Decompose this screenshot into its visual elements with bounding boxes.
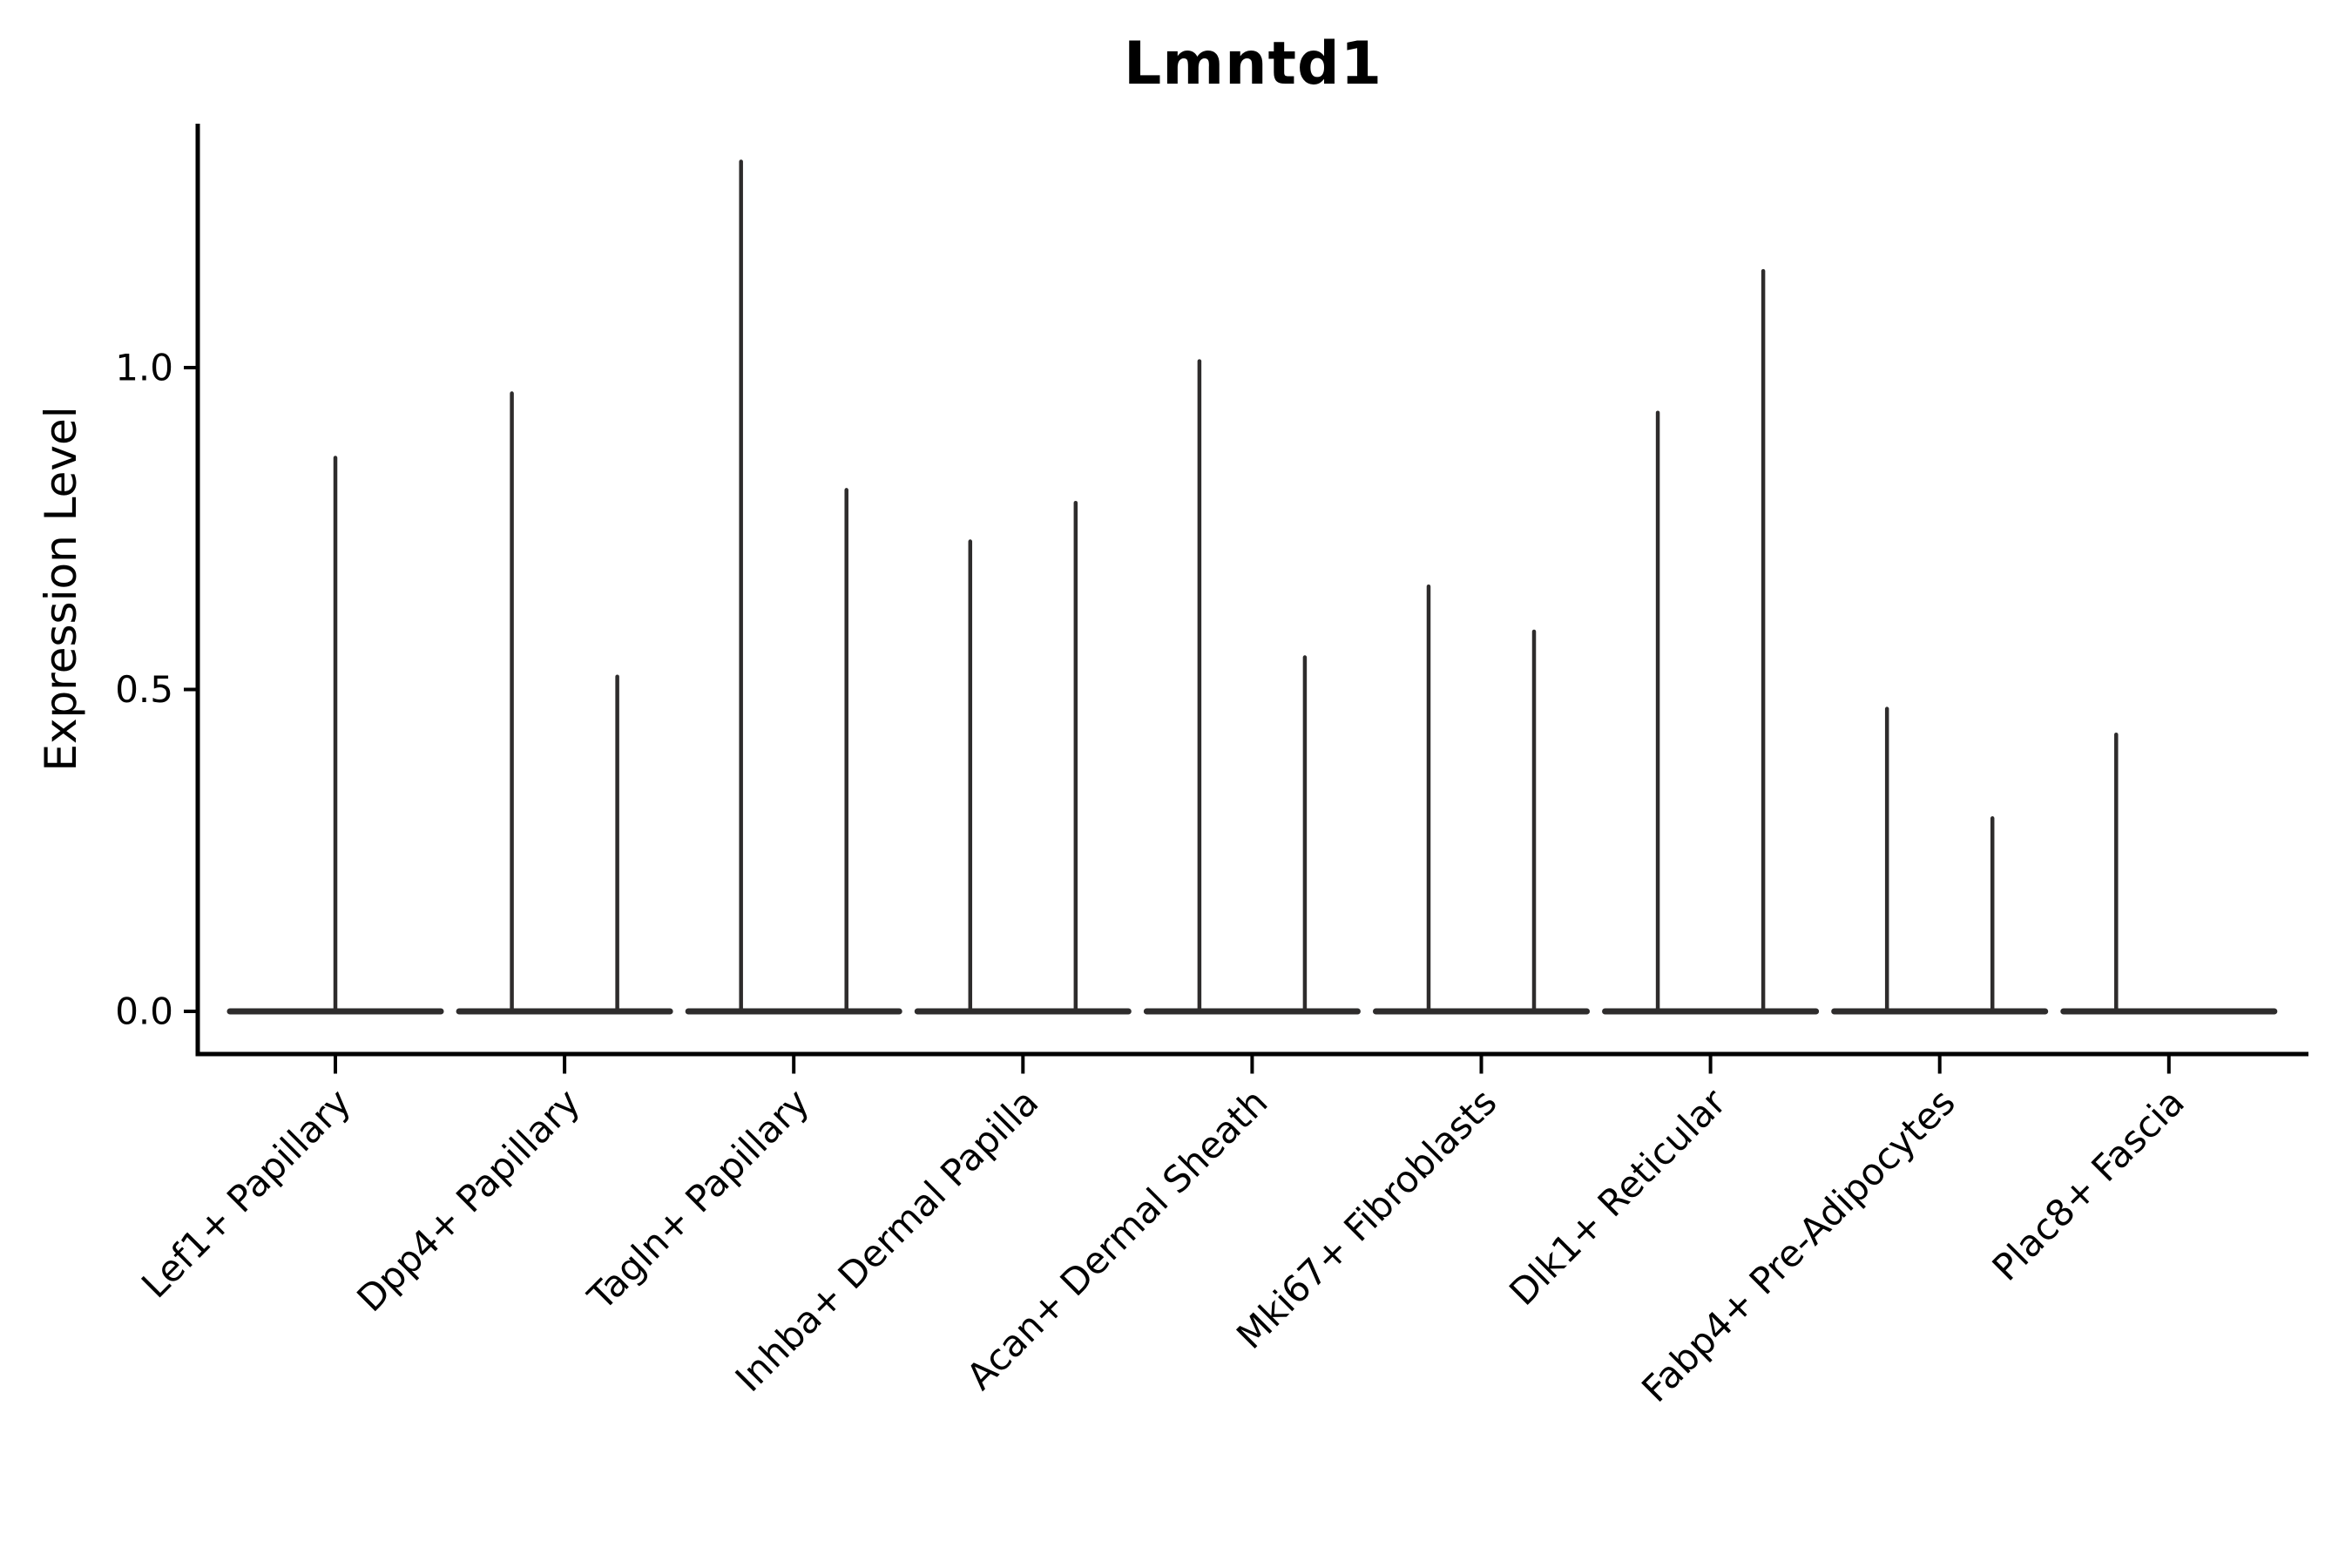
- y-tick-label: 0.0: [115, 990, 173, 1033]
- x-category-label: Lef1+ Papillary: [133, 1080, 359, 1306]
- x-category-label: Plac8+ Fascia: [1984, 1080, 2193, 1288]
- x-category-label: Dlk1+ Reticular: [1501, 1080, 1734, 1314]
- chart-title: Lmntd1: [1123, 30, 1383, 98]
- y-tick-label: 1.0: [115, 347, 173, 389]
- x-category-label: Tagln+ Papillary: [579, 1080, 817, 1318]
- x-category-label: Dpp4+ Papillary: [348, 1080, 588, 1320]
- y-tick-label: 0.5: [115, 668, 173, 711]
- x-category-label: Mki67+ Fibroblasts: [1228, 1080, 1504, 1356]
